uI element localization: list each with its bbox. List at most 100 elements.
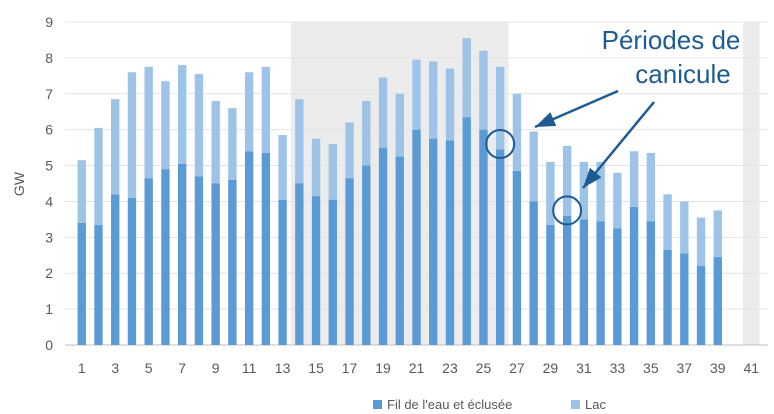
y-axis-label: GW [11,171,27,196]
bar-lac-12 [261,66,271,153]
bar-lac-35 [646,152,656,222]
bar-lac-11 [244,72,254,152]
bar-lac-28 [529,131,538,202]
x-tick-label-9: 9 [212,360,220,376]
x-tick-label-29: 29 [543,360,559,376]
bar-fil-25 [479,129,488,345]
y-tick-label-7: 7 [45,86,53,102]
x-tick-label-21: 21 [409,360,425,376]
bar-fil-37 [680,253,689,345]
legend-swatch-lac [571,400,580,409]
bar-lac-39 [713,210,722,258]
bar-lac-33 [613,172,622,229]
y-tick-label-0: 0 [45,337,53,353]
bar-lac-18 [362,100,371,166]
x-tick-label-1: 1 [78,360,86,376]
x-tick-label-11: 11 [242,360,257,376]
bar-fil-28 [529,201,538,345]
x-tick-label-15: 15 [308,360,324,376]
y-tick-label-2: 2 [45,265,53,281]
annotation-title-line2: canicule [635,59,730,89]
bar-fil-6 [161,169,170,345]
x-tick-label-5: 5 [145,360,153,376]
y-tick-label-3: 3 [45,229,53,245]
legend-label-fil: Fil de l'eau et éclusée [387,397,512,412]
bar-fil-21 [412,129,421,345]
x-tick-label-3: 3 [111,360,119,376]
x-tick-label-35: 35 [643,360,659,376]
bar-lac-37 [680,201,689,254]
bar-lac-15 [311,138,321,197]
y-tick-label-9: 9 [45,14,53,30]
bar-fil-35 [646,221,656,345]
x-tick-label-23: 23 [442,360,458,376]
bar-fil-33 [613,228,622,345]
bar-lac-6 [161,81,170,170]
y-tick-label-6: 6 [45,122,53,138]
bar-fil-36 [663,249,672,345]
x-tick-label-33: 33 [610,360,626,376]
legend: Fil de l'eau et éclusée Lac [373,397,606,412]
bar-fil-11 [244,151,254,345]
bar-fil-12 [261,152,271,345]
bar-fil-38 [696,266,706,345]
bar-fil-14 [295,183,304,345]
bar-fil-18 [362,165,371,345]
bars [77,38,722,345]
bar-lac-38 [696,217,706,267]
bar-fil-1 [77,222,86,345]
bar-fil-5 [144,178,153,345]
bar-lac-13 [278,135,287,200]
bar-fil-24 [462,117,471,345]
bar-fil-4 [127,197,137,345]
bar-lac-16 [328,144,337,200]
bar-lac-9 [211,100,220,184]
bar-fil-39 [713,257,722,345]
bar-lac-7 [177,65,187,164]
bar-lac-27 [512,93,522,171]
heatwave-highlight-circle-1 [485,129,516,160]
x-tick-label-27: 27 [509,360,525,376]
bar-fil-17 [345,178,354,345]
x-tick-label-17: 17 [342,360,358,376]
shaded-period-2 [742,22,760,345]
bar-fil-9 [211,183,220,345]
bar-lac-31 [579,161,589,220]
annotation-layer: Périodes de canicule [485,25,741,226]
bar-fil-22 [429,138,438,345]
y-tick-label-4: 4 [45,193,53,209]
legend-label-lac: Lac [585,397,606,412]
annotation-arrow-1 [534,89,619,129]
x-tick-label-41: 41 [743,360,759,376]
bar-fil-31 [579,219,589,345]
bar-lac-21 [412,59,421,130]
bar-lac-19 [378,77,388,148]
bar-fil-2 [94,224,103,345]
x-tick-label-31: 31 [576,360,592,376]
x-tick-label-37: 37 [677,360,693,376]
y-tick-label-5: 5 [45,158,53,174]
bar-lac-10 [228,108,237,180]
bar-lac-5 [144,66,153,179]
annotation-title-line1: Périodes de [602,25,741,55]
bar-fil-3 [111,194,120,345]
bar-fil-10 [228,179,237,345]
bar-fil-30 [562,215,572,345]
bar-fil-29 [546,224,555,345]
bar-lac-17 [345,122,354,179]
bar-fil-8 [194,176,204,345]
bar-fil-15 [311,196,321,345]
bar-fil-20 [395,156,404,345]
x-tick-label-19: 19 [375,360,391,376]
bar-fil-19 [378,147,388,345]
bar-fil-27 [512,170,522,345]
heatwave-highlight-circle-2 [552,195,583,226]
bar-fil-16 [328,199,337,345]
y-tick-label-1: 1 [45,301,53,317]
bar-lac-1 [77,160,86,223]
annotation-arrow-2 [582,101,655,189]
x-tick-label-7: 7 [178,360,186,376]
bar-lac-4 [127,72,137,198]
bar-lac-14 [295,99,304,184]
